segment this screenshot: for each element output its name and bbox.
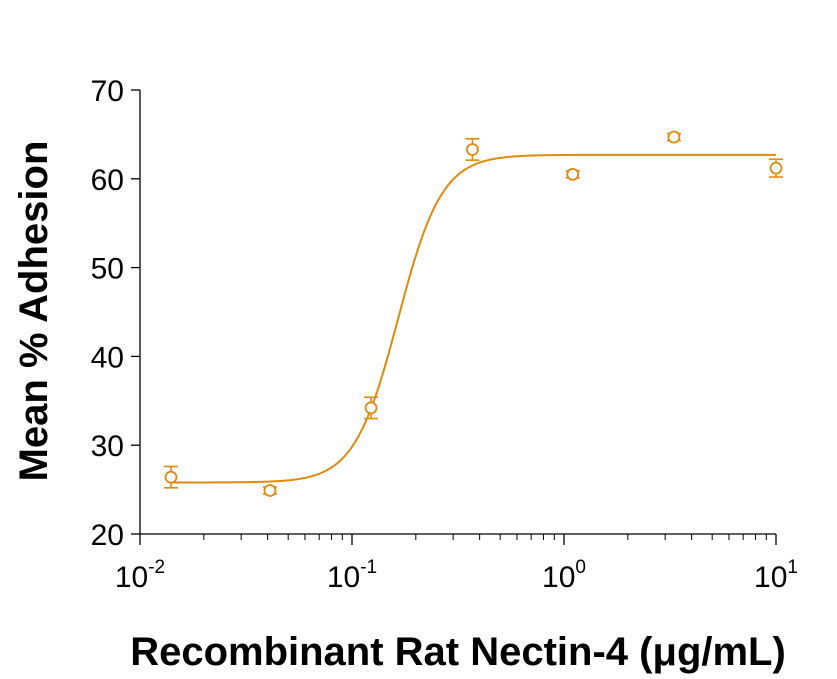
x-tick-base: 10 [754,561,787,594]
x-tick-label: 10-1 [327,557,377,594]
y-tick-label: 20 [91,519,124,552]
x-tick-exponent: -1 [360,557,377,578]
data-points [163,130,783,497]
fit-curve [170,153,776,484]
x-axis-label: Recombinant Rat Nectin-4 (μg/mL) [130,630,786,674]
y-tick-label: 40 [91,341,124,374]
data-point-marker [769,161,783,175]
data-point-marker [566,167,580,181]
y-tick-label: 70 [91,75,124,108]
y-tick-label: 30 [91,430,124,463]
y-tick-label: 50 [91,253,124,286]
data-point [465,138,480,161]
x-tick-base: 10 [542,561,575,594]
x-tick-exponent: 1 [787,557,798,578]
x-tick-base: 10 [115,561,148,594]
data-point [565,167,580,181]
data-point [769,158,783,178]
x-tick-exponent: -2 [148,557,165,578]
x-tick-label: 100 [542,557,586,594]
data-point [163,465,178,489]
data-point-marker [466,143,479,156]
data-point [666,130,681,144]
data-point [364,396,379,420]
x-tick-label: 10-2 [115,557,165,594]
data-point-marker [263,484,277,497]
x-tick-label: 101 [754,557,798,594]
data-point-marker [667,130,681,144]
y-ticks: 20 30 40 50 60 70 [91,75,140,552]
axes [139,90,776,535]
data-point [262,484,277,497]
x-tick-base: 10 [327,561,360,594]
data-point-marker [164,470,178,484]
data-point-marker [364,401,378,415]
y-axis-label: Mean % Adhesion [12,141,56,482]
x-tick-exponent: 0 [575,557,586,578]
y-tick-label: 60 [91,164,124,197]
x-ticks: 10-2 10-1 100 101 [115,534,798,594]
fit-curve-group [170,153,776,484]
